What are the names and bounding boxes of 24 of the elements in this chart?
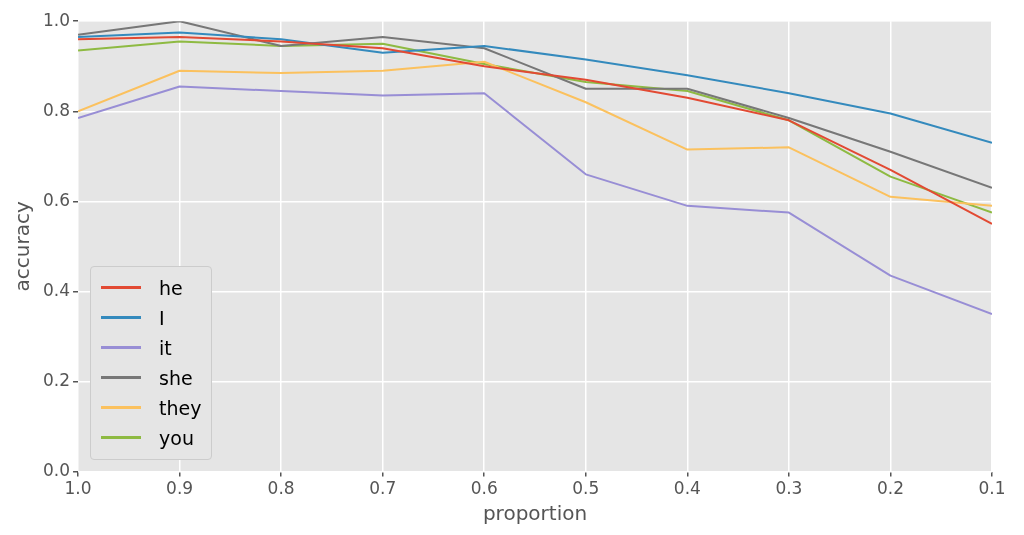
legend-label: he <box>159 276 183 299</box>
x-tick-label: 0.4 <box>673 478 701 499</box>
x-tick-label: 0.2 <box>876 478 904 499</box>
y-axis-title: accuracy <box>10 201 35 292</box>
legend-label: you <box>159 426 194 449</box>
y-tick-label: 0.8 <box>42 99 71 120</box>
x-tick-label: 0.1 <box>978 478 1006 499</box>
legend-label: I <box>159 306 165 329</box>
x-tick-label: 0.3 <box>775 478 803 499</box>
legend-label: it <box>159 336 172 359</box>
y-tick-label: 0.4 <box>42 279 71 300</box>
x-tick-label: 0.9 <box>166 478 194 499</box>
y-tick-label: 0.0 <box>42 460 71 481</box>
y-tick-label: 0.6 <box>42 189 71 210</box>
x-tick-label: 0.5 <box>572 478 600 499</box>
x-axis-title: proportion <box>482 501 588 526</box>
legend-label: they <box>159 396 202 419</box>
x-tick-label: 0.8 <box>267 478 295 499</box>
x-tick-label: 0.6 <box>470 478 498 499</box>
x-tick-label: 1.0 <box>64 478 92 499</box>
x-tick-label: 0.7 <box>369 478 397 499</box>
y-tick-label: 1.0 <box>42 9 71 30</box>
legend-label: she <box>159 366 193 389</box>
y-tick-label: 0.2 <box>42 369 71 390</box>
